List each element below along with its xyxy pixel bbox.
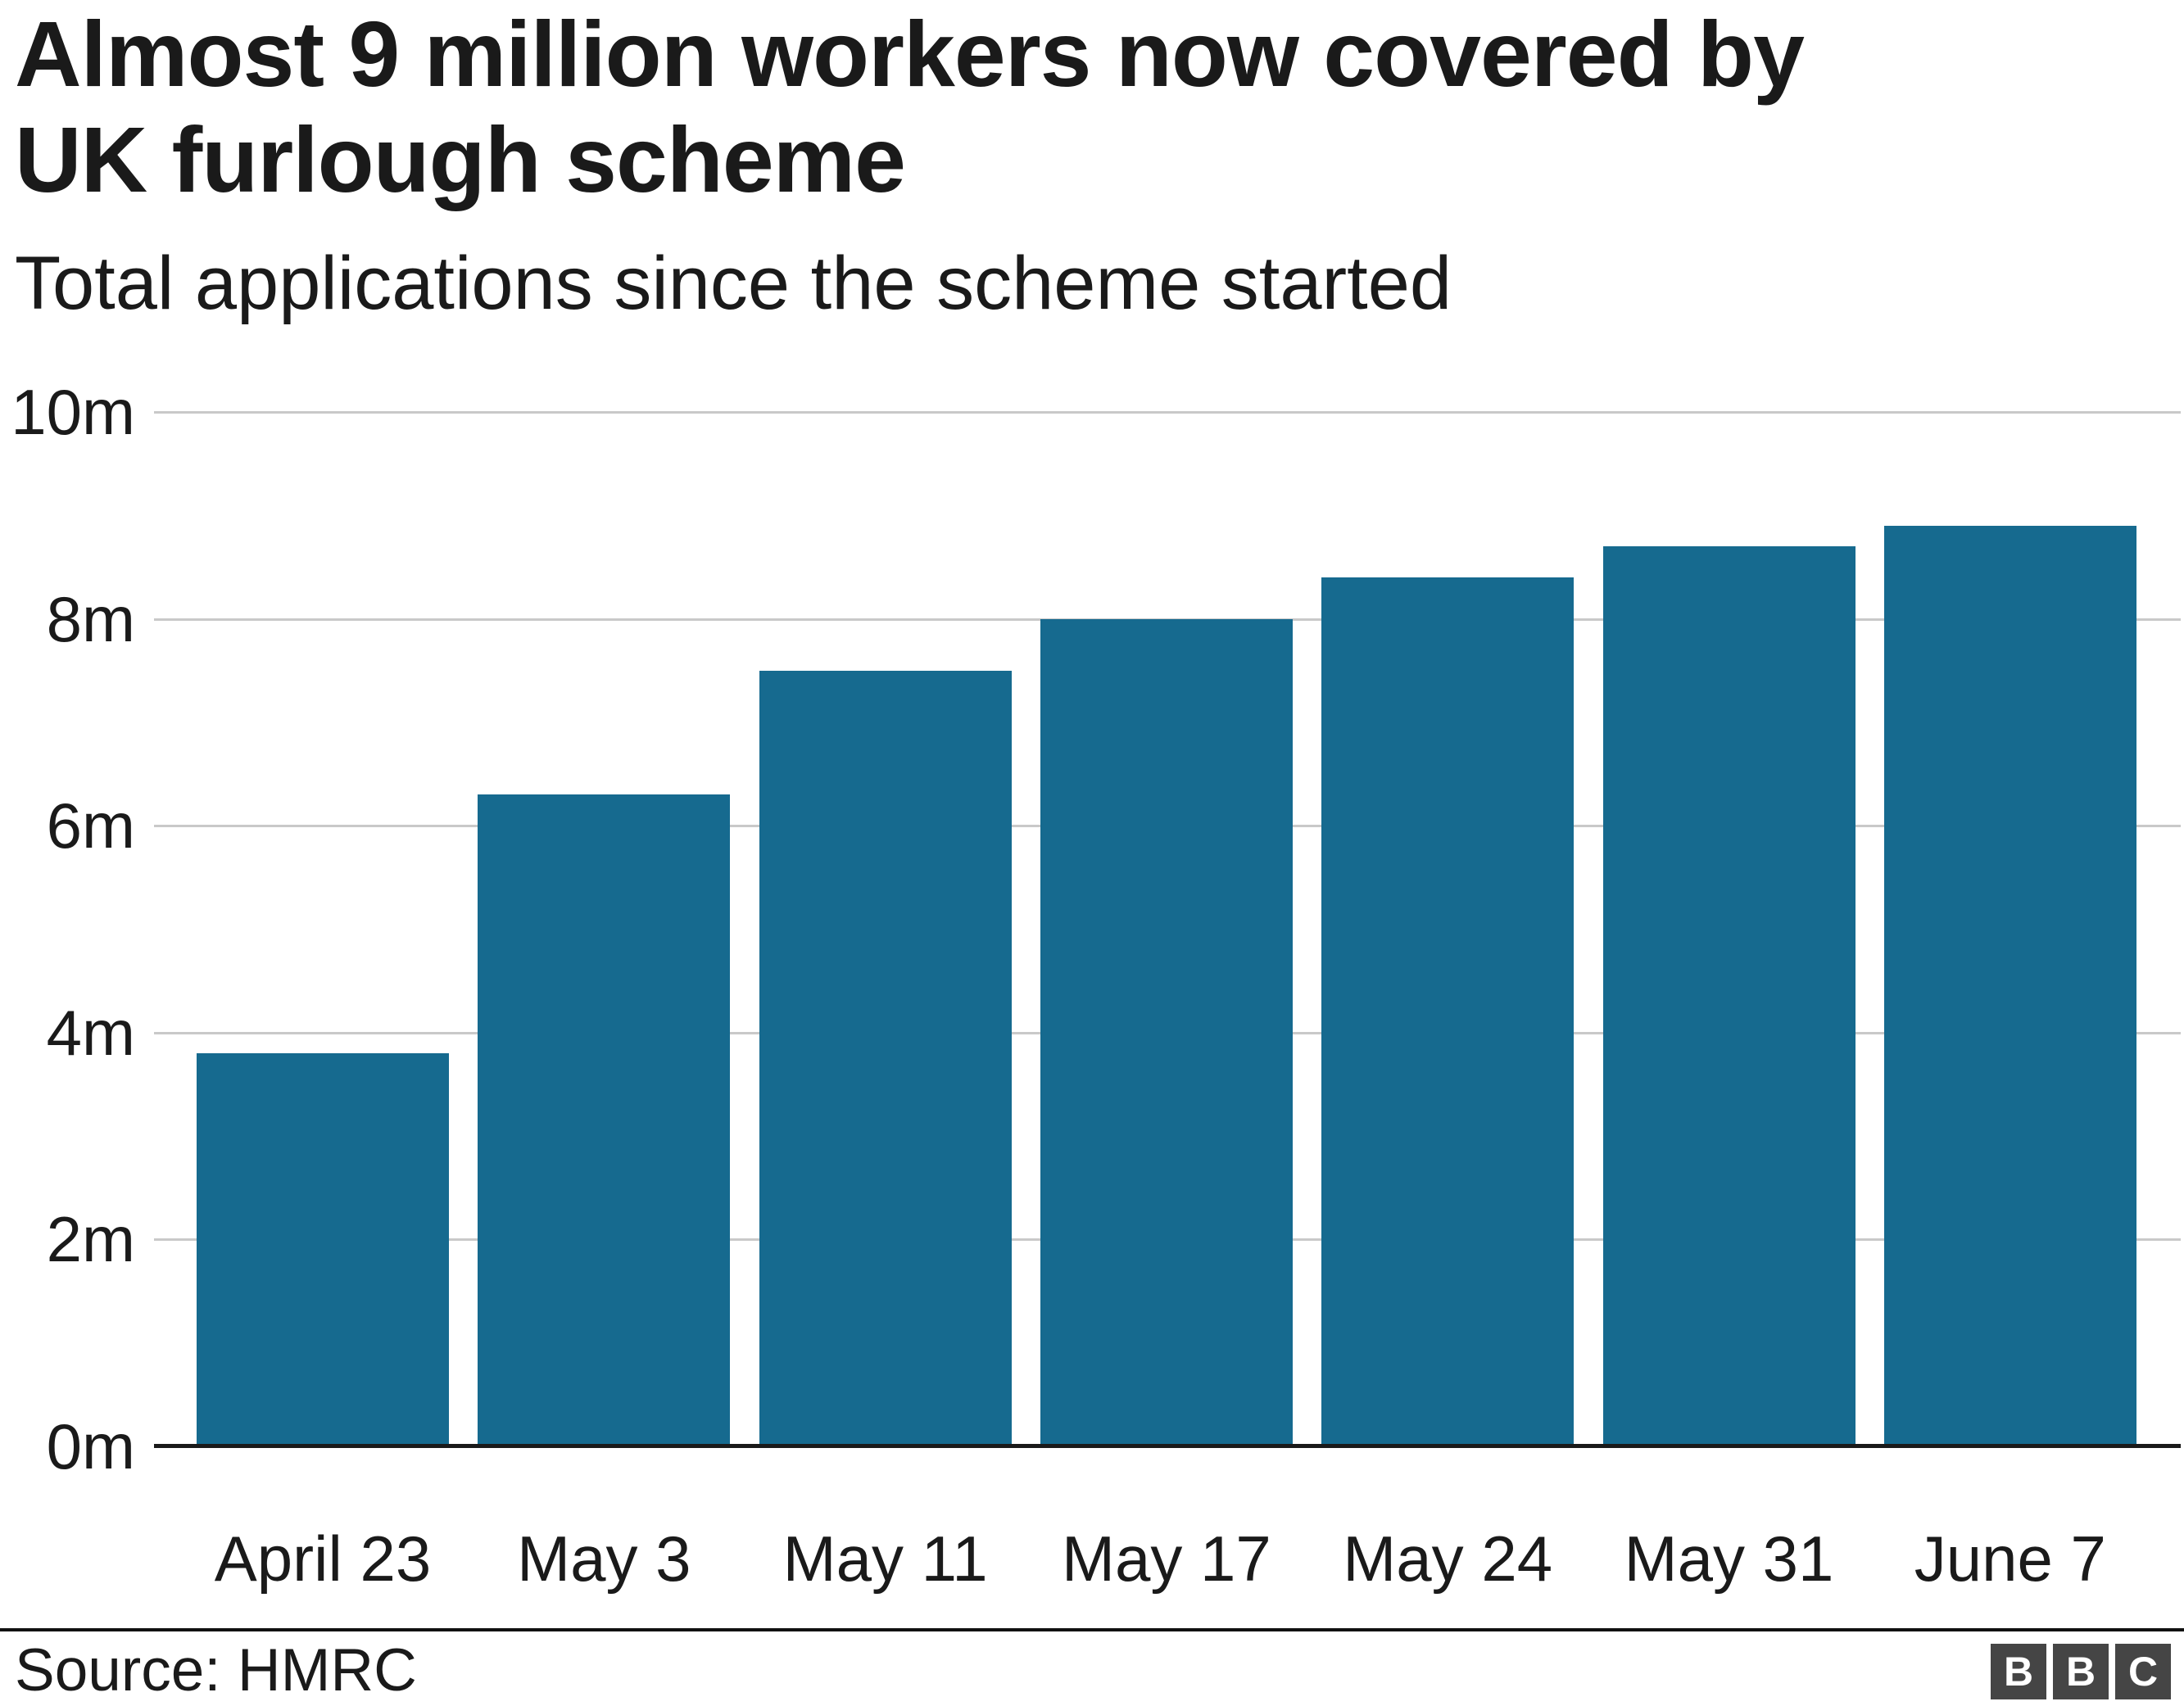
bar	[1602, 546, 1855, 1446]
x-axis: April 23 May 3 May 11 May 17 May 24 May 31 Jun…	[154, 1518, 2181, 1600]
x-axis-tick-label: June 7	[1914, 1523, 2106, 1595]
y-axis-tick-label: 6m	[46, 790, 135, 862]
bar	[1883, 525, 2136, 1446]
footer-divider	[0, 1628, 2184, 1631]
y-axis-tick-label: 4m	[46, 996, 135, 1069]
chart-title: Almost 9 million workers now covered by …	[15, 2, 1805, 211]
bar	[197, 1053, 449, 1446]
x-axis-tick-label: April 23	[214, 1523, 432, 1595]
gridline	[154, 411, 2181, 414]
bbc-logo-block: B	[2053, 1644, 2109, 1699]
x-axis-baseline	[154, 1444, 2181, 1448]
x-axis-tick-label: May 31	[1624, 1523, 1834, 1595]
plot-area	[154, 411, 2181, 1448]
y-axis: 0m 2m 4m 6m 8m 10m	[0, 379, 135, 1479]
y-axis-tick-label: 10m	[11, 376, 135, 448]
bar	[1040, 618, 1293, 1446]
source-label: Source: HMRC	[15, 1637, 417, 1704]
x-axis-tick-label: May 24	[1343, 1523, 1553, 1595]
y-axis-tick-label: 0m	[46, 1410, 135, 1482]
chart-subtitle: Total applications since the scheme star…	[15, 242, 1452, 325]
bar	[1321, 577, 1575, 1446]
x-axis-tick-label: May 11	[782, 1523, 988, 1595]
bbc-logo-block: C	[2115, 1644, 2171, 1699]
x-axis-tick-label: May 3	[517, 1523, 691, 1595]
y-axis-tick-label: 8m	[46, 582, 135, 655]
bar	[478, 794, 731, 1446]
bbc-logo-block: B	[1991, 1644, 2046, 1699]
bar	[759, 670, 1012, 1446]
y-axis-tick-label: 2m	[46, 1203, 135, 1276]
x-axis-tick-label: May 17	[1061, 1523, 1271, 1595]
